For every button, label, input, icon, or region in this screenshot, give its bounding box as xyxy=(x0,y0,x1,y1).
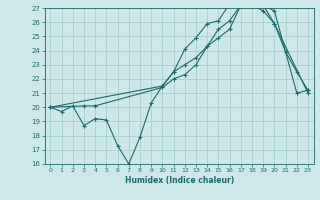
X-axis label: Humidex (Indice chaleur): Humidex (Indice chaleur) xyxy=(124,176,234,185)
